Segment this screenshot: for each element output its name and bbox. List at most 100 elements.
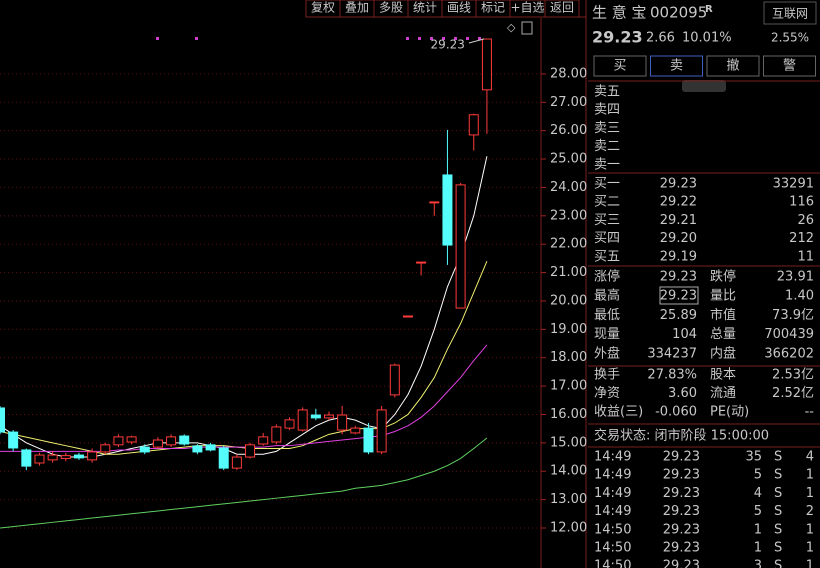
tick-price: 29.23 — [663, 522, 700, 537]
stat-value: 700439 — [764, 327, 814, 342]
stat-label: PE(动) — [710, 405, 749, 420]
candle-body — [192, 445, 203, 453]
tick-volume: 4 — [754, 486, 762, 501]
stat-value: 2.53亿 — [772, 368, 814, 383]
bid-label: 买三 — [594, 213, 620, 228]
tick-time: 14:50 — [594, 541, 631, 556]
candle-body — [363, 427, 374, 453]
trade-button-label[interactable]: 卖 — [670, 59, 683, 74]
candle-body — [139, 446, 150, 453]
stat-label: 现量 — [594, 327, 620, 342]
tick-price: 29.23 — [663, 541, 700, 556]
bid-volume: 116 — [789, 195, 814, 210]
candle-body — [376, 409, 387, 453]
trade-button-label[interactable]: 警 — [783, 58, 796, 74]
stat-label: 涨停 — [594, 269, 620, 285]
stat-value: -0.060 — [655, 405, 697, 420]
window-icon[interactable] — [521, 21, 533, 35]
ask-label: 卖二 — [594, 139, 620, 154]
stat-label: 最高 — [594, 288, 620, 304]
candle-body — [113, 436, 124, 446]
stat-label: 总量 — [710, 327, 736, 342]
toolbar-label[interactable]: 返回 — [550, 1, 574, 15]
candle-body — [271, 426, 282, 443]
stat-value: 73.9亿 — [772, 308, 814, 323]
stat-value: 2.52亿 — [772, 386, 814, 401]
stat-label: 市值 — [710, 307, 736, 323]
tick-side: S — [774, 559, 782, 568]
trade-button[interactable] — [763, 55, 816, 77]
candle-body — [60, 455, 71, 459]
stat-value: 25.89 — [660, 308, 697, 323]
high-box — [659, 286, 699, 305]
collapse-tab[interactable] — [682, 80, 726, 92]
tick-volume: 5 — [754, 468, 762, 483]
tick-time: 14:50 — [594, 522, 631, 537]
tick-price: 29.23 — [663, 559, 700, 568]
stat-label: 量比 — [710, 289, 736, 304]
stat-label: 股本 — [710, 368, 736, 383]
candle-body — [324, 414, 334, 419]
toolbar-label[interactable]: 统计 — [413, 1, 437, 15]
tick-volume: 1 — [754, 541, 762, 556]
change-pct: 10.01% — [682, 31, 732, 46]
y-tick-label: 19.00 — [550, 322, 587, 337]
y-tick-label: 16.00 — [550, 407, 587, 422]
tick-side: S — [774, 522, 782, 537]
change: 2.66 — [646, 31, 675, 46]
stat-value: 104 — [672, 327, 697, 342]
trade-button-label[interactable]: 买 — [613, 59, 626, 74]
y-tick-label: 22.00 — [550, 237, 587, 252]
tick-price: 29.23 — [663, 468, 700, 483]
tick-volume: 3 — [754, 559, 762, 568]
toolbar-label[interactable]: 复权 — [311, 1, 335, 15]
candle-body — [100, 444, 111, 453]
stat-value: -- — [805, 405, 815, 420]
tick-count: 1 — [806, 522, 814, 537]
y-tick-label: 28.00 — [550, 66, 587, 81]
bid-label: 买四 — [594, 231, 620, 246]
stat-label: 流通 — [710, 386, 736, 401]
moving-average — [0, 344, 488, 452]
tick-side: S — [774, 468, 782, 483]
tick-count: 1 — [806, 559, 814, 568]
stat-label: 跌停 — [710, 269, 736, 285]
candle-body — [350, 427, 361, 434]
stat-value: 29.23 — [660, 270, 697, 285]
trade-status: 交易状态: 闭市阶段 15:00:00 — [594, 428, 769, 444]
candle-body — [205, 444, 216, 451]
toolbar-label[interactable]: 画线 — [447, 1, 471, 15]
tick-count: 2 — [806, 504, 814, 519]
toolbar-button[interactable] — [544, 0, 580, 18]
stat-value: 23.91 — [777, 270, 814, 285]
candle-body — [0, 407, 5, 433]
y-tick-label: 21.00 — [550, 265, 587, 280]
trade-button-label[interactable]: 撤 — [726, 58, 739, 74]
trade-button[interactable] — [650, 55, 703, 77]
toolbar-label[interactable]: 多股 — [379, 1, 403, 15]
candle-body — [47, 454, 58, 461]
trade-button[interactable] — [706, 55, 760, 77]
candle-body — [297, 409, 308, 431]
bid-price: 29.19 — [660, 249, 697, 264]
candle-body — [402, 315, 413, 318]
candle-body — [231, 456, 242, 469]
toolbar-label[interactable]: 标记 — [481, 1, 505, 15]
candle-body — [481, 38, 492, 91]
stat-value: 29.23 — [660, 289, 697, 304]
sector-box[interactable] — [763, 1, 817, 25]
toolbar-label[interactable]: 叠加 — [345, 1, 369, 15]
tick-side: S — [774, 450, 782, 465]
y-tick-label: 26.00 — [550, 123, 587, 138]
sector[interactable]: 互联网 — [772, 7, 808, 21]
bid-volume: 26 — [797, 213, 814, 228]
toolbar-label[interactable]: +自选 — [510, 1, 544, 15]
candle-body — [218, 447, 229, 469]
diamond-icon[interactable]: ◇ — [507, 21, 516, 34]
candle-body — [73, 454, 84, 459]
trade-button[interactable] — [593, 55, 647, 77]
bid-label: 买一 — [594, 177, 620, 192]
tick-volume: 35 — [745, 450, 762, 465]
tick-time: 14:49 — [594, 504, 631, 519]
